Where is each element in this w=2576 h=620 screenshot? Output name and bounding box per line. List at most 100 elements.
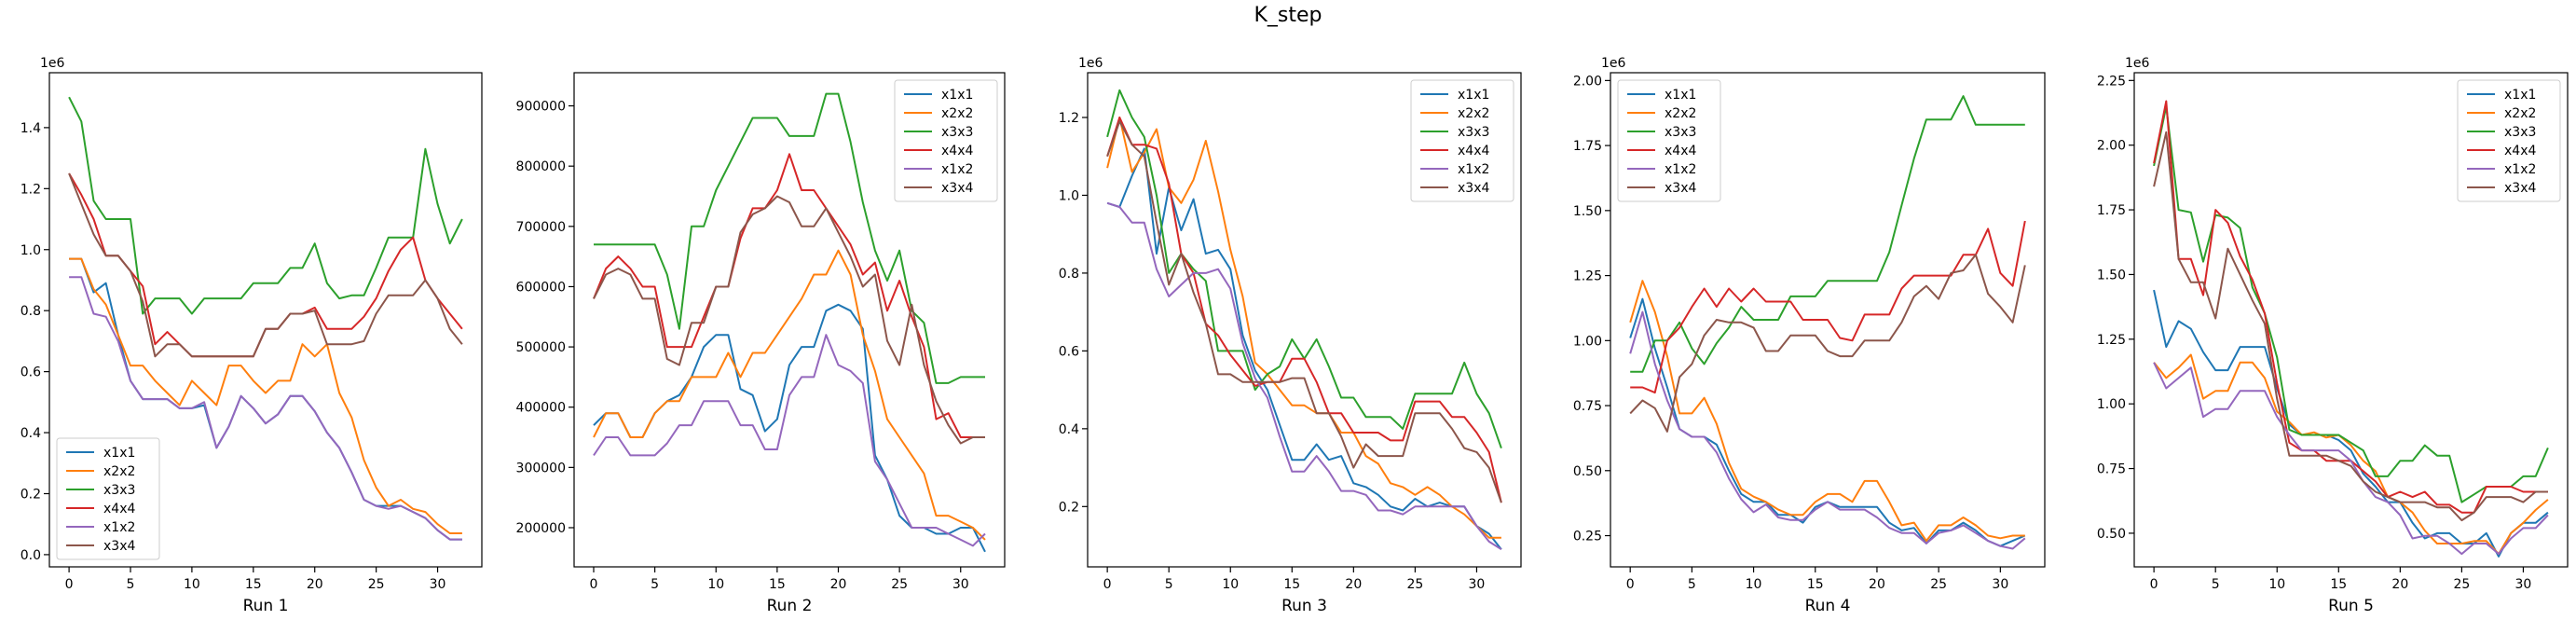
y-tick-label: 600000 xyxy=(516,280,566,295)
x-tick-label: 0 xyxy=(2150,577,2158,592)
x-tick-label: 20 xyxy=(307,577,323,592)
axes-frame xyxy=(2133,72,2569,568)
legend-label-x4x4: x4x4 xyxy=(2504,144,2536,158)
y-tick-label: 0.8 xyxy=(21,304,41,319)
offset-text: 1e6 xyxy=(40,56,65,71)
series-line-x3x4 xyxy=(1106,120,1502,503)
y-tick-label: 1.0 xyxy=(1059,188,1079,203)
x-tick-label: 15 xyxy=(245,577,262,592)
legend-label-x1x1: x1x1 xyxy=(1665,88,1696,103)
subplot-4: 0 5 10 15 20 25 30 0.25 0.50 0.75 1.00 1.25 1.50 1.75… xyxy=(1573,56,2046,615)
y-tick-label: 1.00 xyxy=(2097,397,2126,412)
series-line-x3x4 xyxy=(1629,254,2026,433)
legend-label-x1x1: x1x1 xyxy=(1458,88,1489,103)
legend-box xyxy=(1410,79,1514,202)
y-tick-label: 0.50 xyxy=(2097,527,2126,542)
x-tick-label: 15 xyxy=(1283,577,1300,592)
series-line-x3x3 xyxy=(594,92,985,384)
series-line-x3x3 xyxy=(2153,105,2549,503)
x-tick-label: 30 xyxy=(1992,577,2008,592)
legend: x1x1 x2x2 x3x3 x4x4 x1x2 x3x4 xyxy=(56,437,160,560)
x-tick-label: 25 xyxy=(368,577,385,592)
x-tick-label: 0 xyxy=(65,577,74,592)
y-tick-label: 1.00 xyxy=(1573,334,1602,349)
x-tick-label: 5 xyxy=(651,577,659,592)
x-tick-label: 5 xyxy=(2212,577,2220,592)
offset-text: 1e6 xyxy=(2125,56,2150,71)
x-tick-label: 5 xyxy=(1688,577,1696,592)
series-line-x1x2 xyxy=(1629,310,2026,550)
offset-text: 1e6 xyxy=(1078,56,1103,71)
series-line-x4x4 xyxy=(593,153,985,438)
x-tick-label: 30 xyxy=(2515,577,2532,592)
x-tick-label: 20 xyxy=(1345,577,1362,592)
y-tick-label: 0.75 xyxy=(2097,462,2126,477)
series-line-x3x3 xyxy=(68,96,463,315)
y-tick-label: 2.00 xyxy=(2097,139,2126,154)
series-line-x3x4 xyxy=(593,195,985,445)
y-tick-label: 0.6 xyxy=(1059,344,1079,359)
legend-label-x4x4: x4x4 xyxy=(941,144,973,158)
subplot-5: 0 5 10 15 20 25 30 0.50 0.75 1.00 1.25 1.50 1.75 2.00… xyxy=(2097,56,2569,615)
x-tick-label: 0 xyxy=(1626,577,1635,592)
legend: x1x1 x2x2 x3x3 x4x4 x1x2 x3x4 xyxy=(1410,79,1514,202)
legend-label-x3x3: x3x3 xyxy=(103,483,135,498)
legend-label-x1x2: x1x2 xyxy=(1458,162,1489,177)
x-tick-label: 20 xyxy=(830,577,847,592)
y-tick-label: 400000 xyxy=(516,401,566,416)
legend-label-x3x4: x3x4 xyxy=(2504,181,2536,196)
legend: x1x1 x2x2 x3x3 x4x4 x1x2 x3x4 xyxy=(1617,79,1721,202)
y-tick-label: 0.6 xyxy=(21,365,41,380)
y-tick-label: 0.4 xyxy=(21,426,41,441)
legend-label-x3x4: x3x4 xyxy=(103,539,135,554)
legend-box xyxy=(894,79,998,202)
legend-label-x2x2: x2x2 xyxy=(2504,106,2536,121)
x-tick-label: 15 xyxy=(1807,577,1824,592)
series-line-x1x2 xyxy=(2153,362,2549,556)
legend: x1x1 x2x2 x3x3 x4x4 x1x2 x3x4 xyxy=(894,79,998,202)
y-tick-label: 1.75 xyxy=(2097,203,2126,218)
series-line-x1x1 xyxy=(2153,289,2549,558)
series-line-x2x2 xyxy=(1106,117,1501,539)
subplot-1: 0 5 10 15 20 25 30 0.0 0.2 0.4 0.6 0.8 1.0 1.2 1.4 1e6 R… xyxy=(21,56,483,615)
x-axis-label: Run 5 xyxy=(2328,597,2374,615)
y-tick-label: 1.2 xyxy=(21,182,41,197)
y-tick-label: 500000 xyxy=(516,340,566,355)
x-tick-label: 15 xyxy=(2330,577,2347,592)
y-tick-label: 800000 xyxy=(516,159,566,174)
legend-label-x3x3: x3x3 xyxy=(1665,125,1696,140)
y-tick-label: 0.8 xyxy=(1059,267,1079,282)
x-axis-label: Run 3 xyxy=(1281,597,1327,615)
series-line-x3x4 xyxy=(68,172,463,358)
legend-box xyxy=(2457,79,2561,202)
x-axis-label: Run 1 xyxy=(243,597,289,615)
series-line-x2x2 xyxy=(2153,353,2549,556)
x-tick-label: 20 xyxy=(1869,577,1885,592)
legend-label-x4x4: x4x4 xyxy=(103,502,135,517)
x-tick-label: 10 xyxy=(184,577,200,592)
series-line-x4x4 xyxy=(1630,220,2026,394)
y-tick-label: 0.4 xyxy=(1059,422,1079,437)
series-line-x1x1 xyxy=(1629,297,2026,547)
legend-label-x1x1: x1x1 xyxy=(2504,88,2536,103)
axes-frame xyxy=(48,72,483,568)
x-tick-label: 15 xyxy=(769,577,786,592)
legend-box xyxy=(56,437,160,560)
offset-text: 1e6 xyxy=(1601,56,1626,71)
x-tick-label: 0 xyxy=(590,577,598,592)
y-tick-label: 0.0 xyxy=(21,548,41,563)
legend-label-x1x2: x1x2 xyxy=(2504,162,2536,177)
y-tick-label: 700000 xyxy=(516,220,566,235)
series-line-x1x1 xyxy=(1106,147,1502,550)
y-tick-label: 200000 xyxy=(516,521,566,536)
legend-label-x3x3: x3x3 xyxy=(1458,125,1489,140)
y-tick-label: 1.75 xyxy=(1573,139,1602,154)
x-tick-label: 30 xyxy=(952,577,969,592)
x-tick-label: 30 xyxy=(430,577,446,592)
x-tick-label: 25 xyxy=(1406,577,1423,592)
y-tick-label: 0.25 xyxy=(1573,530,1602,544)
legend-label-x3x4: x3x4 xyxy=(941,181,973,196)
y-tick-label: 0.2 xyxy=(1059,500,1079,515)
y-tick-label: 0.2 xyxy=(21,487,41,502)
